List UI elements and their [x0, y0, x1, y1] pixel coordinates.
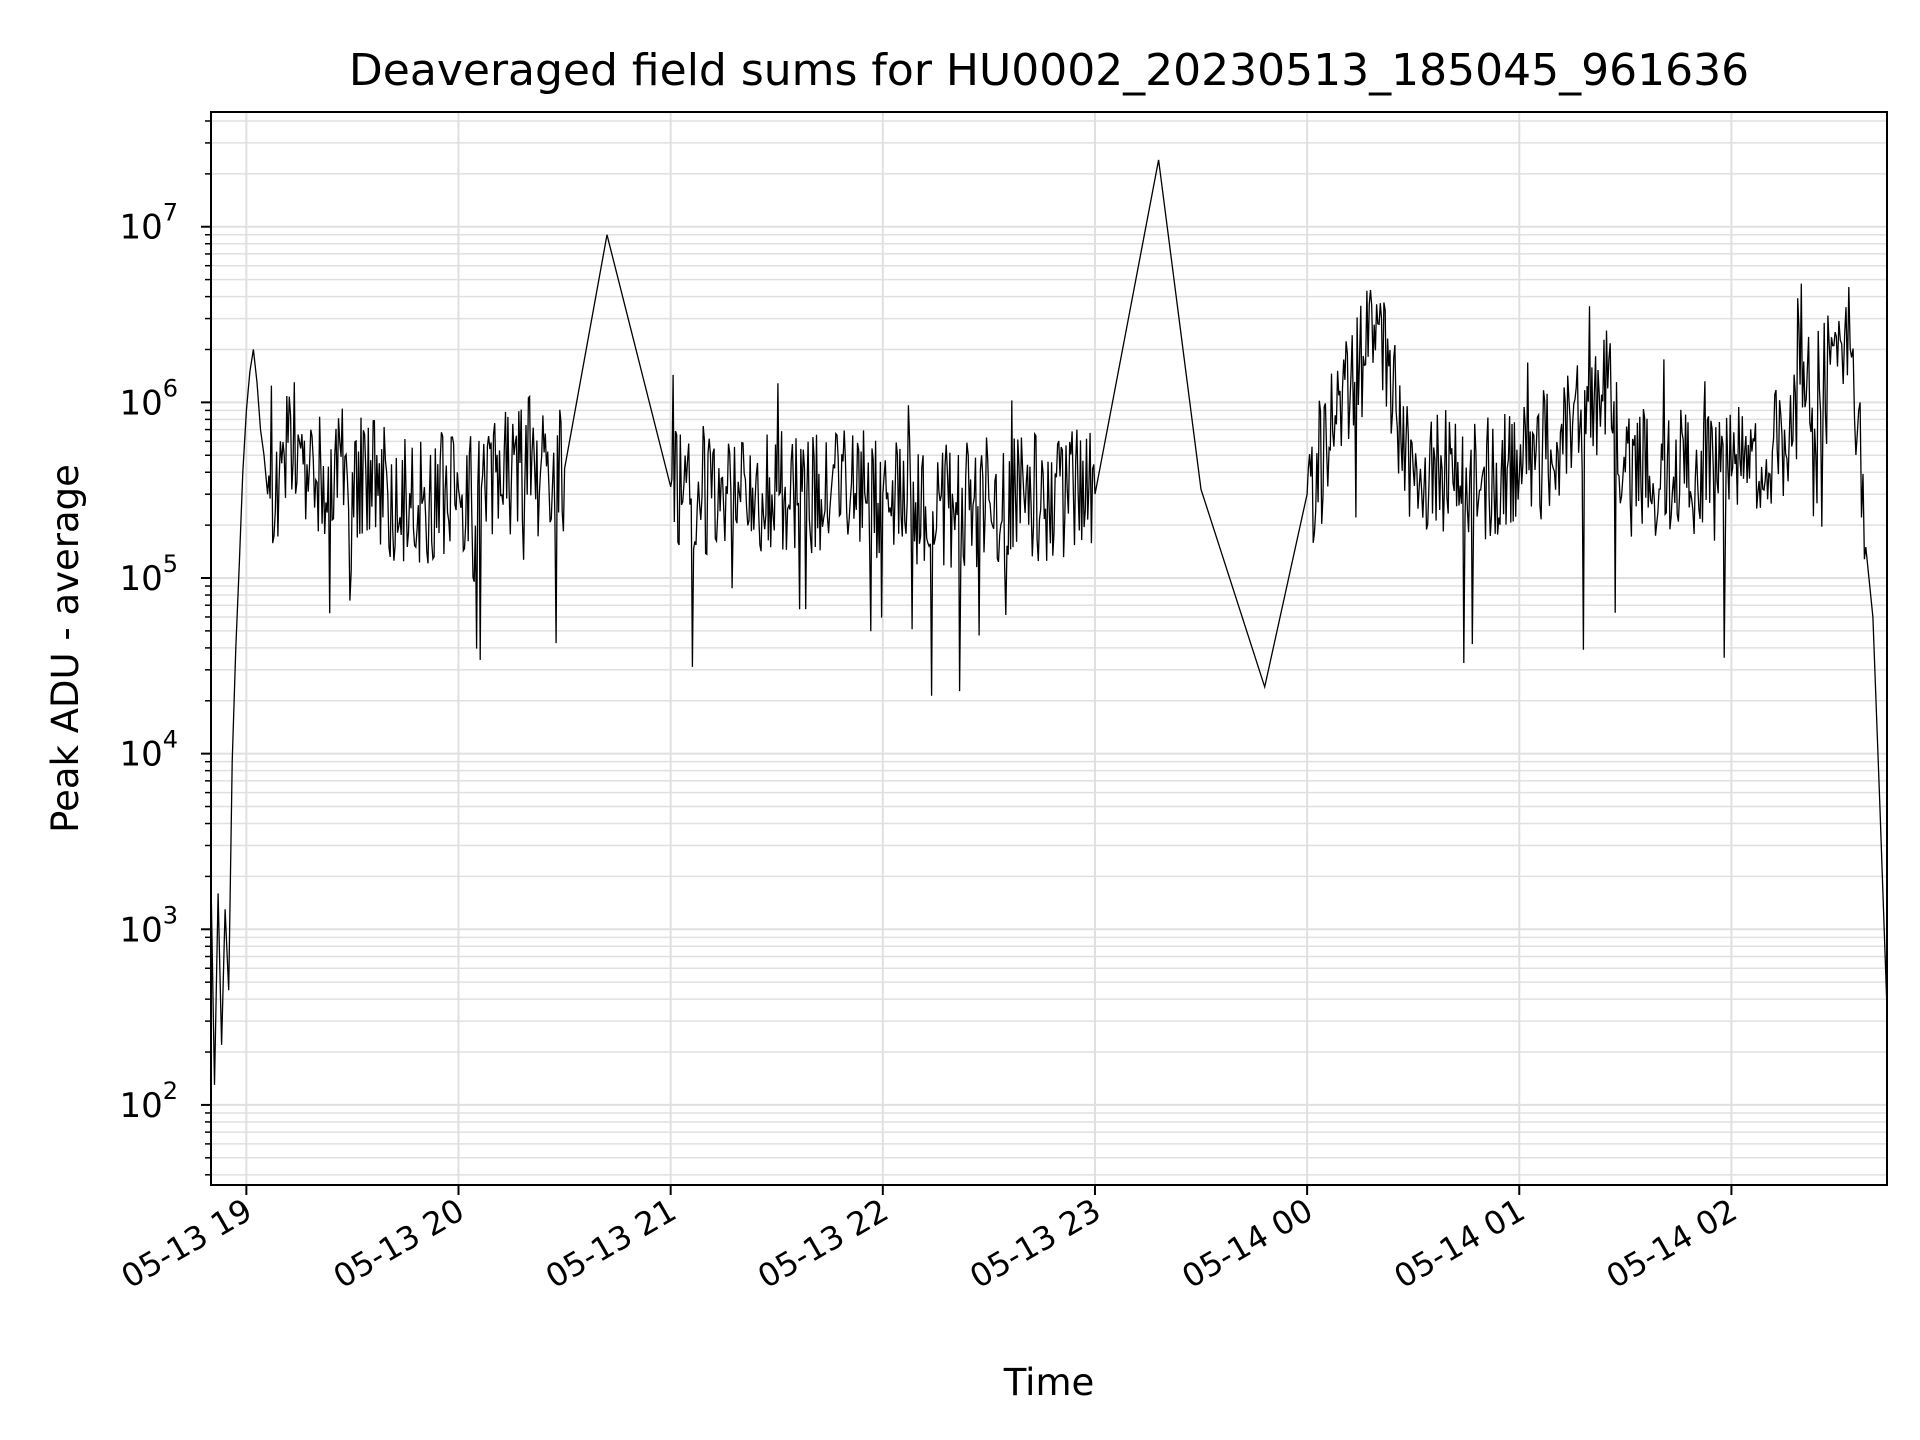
- y-tick-label: 103: [119, 901, 178, 950]
- x-axis-label: Time: [1003, 1361, 1095, 1404]
- y-tick-label: 106: [119, 374, 178, 423]
- grid: [211, 112, 1887, 1185]
- y-axis-label: Peak ADU - average: [44, 464, 87, 833]
- chart-title: Deaveraged field sums for HU0002_2023051…: [349, 45, 1749, 96]
- y-tick-label: 104: [119, 726, 178, 775]
- series-line: [210, 159, 1888, 1085]
- y-tick-label: 102: [119, 1077, 178, 1126]
- series-layer: [210, 159, 1888, 1085]
- y-tick-label: 105: [119, 550, 178, 599]
- y-tick-label: 107: [119, 199, 178, 248]
